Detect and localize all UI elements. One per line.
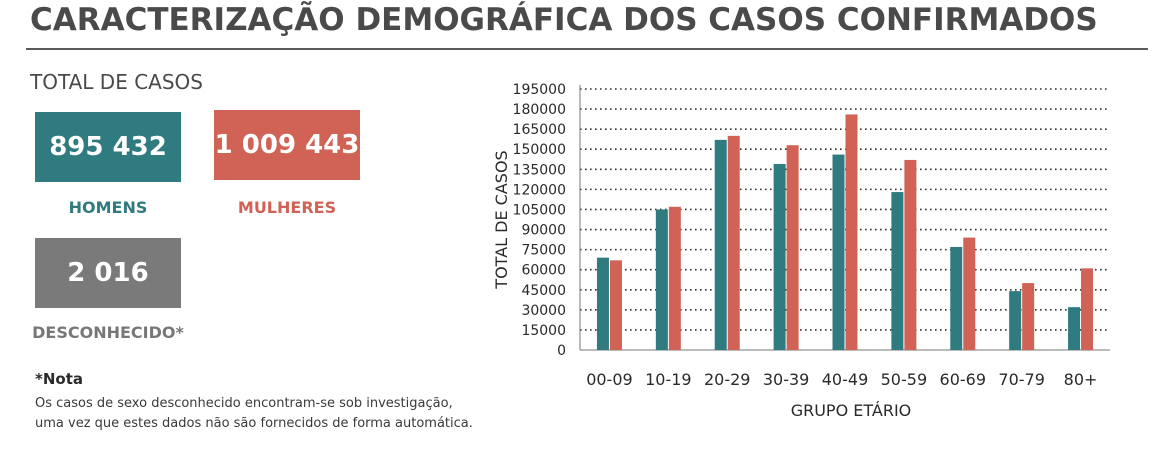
x-tick-label: 30-39 bbox=[763, 370, 810, 389]
y-axis-title: TOTAL DE CASOS bbox=[492, 150, 511, 289]
note-line-1: Os casos de sexo desconhecido encontram-… bbox=[35, 396, 453, 411]
y-tick-label: 75000 bbox=[521, 243, 566, 259]
bar-women-40-49 bbox=[845, 114, 858, 350]
y-tick-label: 120000 bbox=[513, 182, 566, 198]
x-tick-label: 80+ bbox=[1064, 370, 1098, 389]
men-total-value: 895 432 bbox=[49, 132, 167, 162]
x-tick-label: 10-19 bbox=[645, 370, 692, 389]
unknown-total-value: 2 016 bbox=[67, 258, 149, 288]
page-title: CARACTERIZAÇÃO DEMOGRÁFICA DOS CASOS CON… bbox=[30, 2, 1098, 38]
unknown-label: DESCONHECIDO* bbox=[32, 323, 184, 342]
y-tick-label: 180000 bbox=[513, 102, 566, 118]
age-group-bar-chart: 0 15000 30000 45000 60000 75000 90000 105000 120… bbox=[492, 82, 1110, 420]
women-total-box: 1 009 443 bbox=[214, 110, 360, 180]
y-tick-label: 0 bbox=[557, 343, 566, 359]
x-tick-label: 00-09 bbox=[586, 370, 633, 389]
y-tick-label: 135000 bbox=[513, 162, 566, 178]
x-tick-label: 70-79 bbox=[998, 370, 1045, 389]
note-title: *Nota bbox=[35, 370, 83, 388]
bar-women-60-69 bbox=[963, 237, 976, 350]
y-tick-label: 30000 bbox=[521, 303, 566, 319]
men-label: HOMENS bbox=[68, 198, 148, 217]
y-tick-label: 60000 bbox=[521, 263, 566, 279]
title-divider bbox=[26, 48, 1148, 50]
y-tick-label: 165000 bbox=[513, 122, 566, 138]
note-line-2: uma vez que estes dados não são fornecid… bbox=[35, 416, 473, 431]
bar-men-20-29 bbox=[714, 139, 727, 350]
y-tick-label: 150000 bbox=[513, 142, 566, 158]
women-label: MULHERES bbox=[237, 198, 337, 217]
bar-women-00-09 bbox=[609, 260, 622, 350]
x-tick-label: 40-49 bbox=[822, 370, 869, 389]
note-text: Os casos de sexo desconhecido encontram-… bbox=[35, 394, 505, 434]
bar-men-30-39 bbox=[773, 163, 786, 350]
unknown-total-box: 2 016 bbox=[35, 238, 181, 308]
bar-men-80+ bbox=[1068, 307, 1081, 350]
total-cases-label: TOTAL DE CASOS bbox=[30, 70, 203, 94]
y-tick-label: 105000 bbox=[513, 202, 566, 218]
bar-men-40-49 bbox=[832, 154, 845, 350]
x-tick-label: 20-29 bbox=[704, 370, 751, 389]
bar-men-70-79 bbox=[1009, 291, 1022, 350]
bar-men-60-69 bbox=[950, 246, 963, 350]
y-tick-label: 195000 bbox=[513, 82, 566, 98]
bar-women-50-59 bbox=[904, 159, 917, 350]
women-total-value: 1 009 443 bbox=[214, 130, 360, 160]
bar-women-80+ bbox=[1081, 268, 1094, 350]
men-total-box: 895 432 bbox=[35, 112, 181, 182]
bar-women-70-79 bbox=[1022, 283, 1035, 350]
bar-women-20-29 bbox=[727, 135, 740, 350]
bar-women-30-39 bbox=[786, 145, 799, 350]
x-tick-label: 60-69 bbox=[940, 370, 987, 389]
bar-men-00-09 bbox=[596, 257, 609, 350]
bar-women-10-19 bbox=[668, 206, 681, 350]
y-tick-label: 45000 bbox=[521, 283, 566, 299]
bar-men-10-19 bbox=[655, 209, 668, 350]
x-axis-title: GRUPO ETÁRIO bbox=[791, 401, 912, 420]
y-tick-label: 15000 bbox=[521, 323, 566, 339]
x-tick-label: 50-59 bbox=[881, 370, 928, 389]
y-tick-label: 90000 bbox=[521, 223, 566, 239]
bar-men-50-59 bbox=[891, 192, 904, 350]
